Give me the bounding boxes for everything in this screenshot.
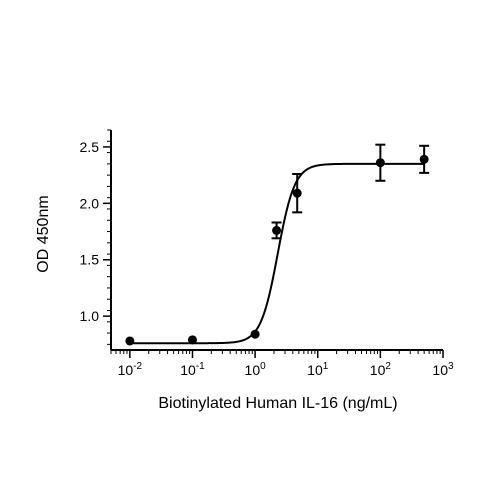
x-tick-label: 101 — [307, 361, 329, 378]
y-tick-label: 2.0 — [80, 195, 100, 211]
data-point — [272, 225, 282, 235]
fit-curve — [129, 162, 425, 345]
data-points — [125, 154, 429, 346]
x-tick-label: 100 — [245, 361, 267, 378]
x-axis-title: Biotinylated Human IL-16 (ng/mL) — [158, 395, 397, 412]
y-axis-ticks: 1.0 1.5 2.0 2.5 — [80, 129, 111, 345]
axes — [110, 130, 443, 351]
x-tick-label: 10-2 — [118, 361, 143, 378]
y-tick-label: 2.5 — [80, 139, 100, 155]
data-point — [250, 329, 260, 339]
data-point — [292, 188, 302, 198]
x-axis-ticks: 10-2 10-1 100 101 102 103 — [110, 350, 454, 378]
data-point — [125, 336, 135, 346]
x-tick-label: 102 — [370, 361, 392, 378]
x-tick-label: 10-1 — [180, 361, 205, 378]
y-axis-title: OD 450nm — [35, 195, 52, 272]
data-point — [375, 158, 385, 168]
data-point — [419, 154, 429, 164]
y-tick-label: 1.0 — [80, 308, 100, 324]
data-point — [187, 335, 197, 345]
x-tick-label: 103 — [432, 361, 454, 378]
y-tick-label: 1.5 — [80, 252, 100, 268]
